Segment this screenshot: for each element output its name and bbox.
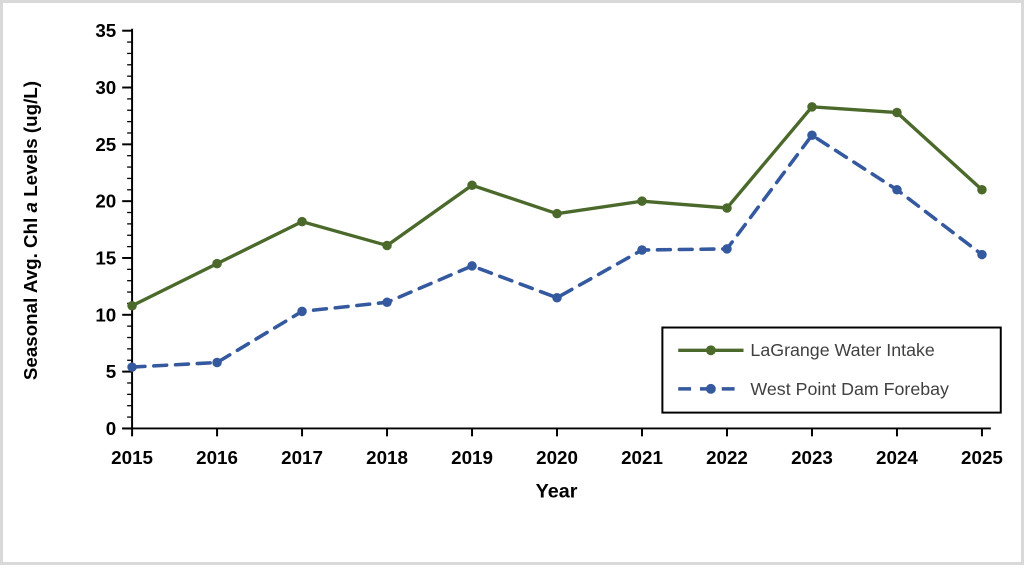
data-point-series-1 (722, 244, 732, 254)
data-point-series-0 (807, 102, 817, 112)
legend-label-lagrange: LaGrange Water Intake (750, 340, 934, 360)
legend-label-westpoint: West Point Dam Forebay (750, 379, 949, 399)
data-point-series-0 (552, 208, 562, 219)
legend-entry-lagrange: LaGrange Water Intake (678, 340, 935, 360)
x-axis-tick-label: 2025 (961, 447, 1003, 468)
legend-marker-lagrange (705, 345, 716, 356)
data-point-series-1 (637, 245, 647, 255)
y-axis-tick-label: 35 (95, 20, 116, 41)
y-axis-tick-label: 15 (95, 247, 116, 268)
data-point-series-1 (467, 261, 477, 271)
y-axis-tick-label: 5 (106, 361, 116, 382)
legend-entry-westpoint: West Point Dam Forebay (678, 379, 949, 399)
data-point-series-1 (892, 185, 902, 195)
x-axis-tick-label: 2019 (451, 447, 493, 468)
x-axis-tick-label: 2015 (111, 447, 153, 468)
x-axis-tick-label: 2018 (366, 447, 408, 468)
y-axis-tick-label: 0 (106, 418, 116, 439)
data-point-series-1 (212, 357, 222, 368)
data-point-series-0 (892, 107, 902, 118)
y-axis-tick-label: 25 (95, 134, 116, 155)
legend-box (661, 326, 1002, 414)
x-axis-tick-label: 2017 (281, 447, 323, 468)
data-point-series-0 (212, 258, 222, 269)
x-axis-title: Year (536, 481, 578, 503)
data-point-series-0 (382, 240, 392, 251)
x-axis-tick-label: 2020 (536, 447, 578, 468)
legend: LaGrange Water Intake West Point Dam For… (661, 326, 1002, 414)
x-axis-tick-label: 2016 (196, 447, 238, 468)
x-axis-tick-label: 2024 (876, 447, 918, 468)
series-line-1 (130, 132, 984, 369)
data-point-series-0 (467, 180, 477, 190)
y-axis-tick-label: 30 (95, 77, 116, 98)
data-point-series-1 (382, 297, 392, 308)
data-point-series-0 (637, 196, 647, 206)
data-point-series-1 (807, 130, 817, 140)
x-axis-tick-label: 2021 (621, 447, 663, 468)
data-point-series-0 (127, 300, 137, 311)
data-point-series-0 (297, 216, 307, 227)
data-point-series-1 (297, 306, 307, 317)
data-point-series-0 (722, 203, 732, 213)
y-axis-title-italic: a (20, 202, 41, 212)
y-axis-title-prefix: Seasonal Avg. Chl (20, 212, 41, 380)
y-axis-tick-label: 10 (95, 304, 116, 325)
data-point-series-1 (552, 293, 562, 303)
x-axis-tick-label: 2023 (791, 447, 833, 468)
legend-marker-westpoint (705, 383, 716, 394)
y-axis-title-suffix: Levels (ug/L) (20, 81, 41, 202)
series-line-0 (130, 105, 984, 308)
data-point-series-0 (977, 185, 987, 195)
data-point-series-1 (977, 249, 987, 260)
x-axis-tick-label: 2022 (706, 447, 748, 468)
y-axis-tick-label: 20 (95, 191, 116, 212)
data-point-series-1 (127, 362, 137, 372)
y-axis-title: Seasonal Avg. Chl a Levels (ug/L) (20, 81, 41, 380)
